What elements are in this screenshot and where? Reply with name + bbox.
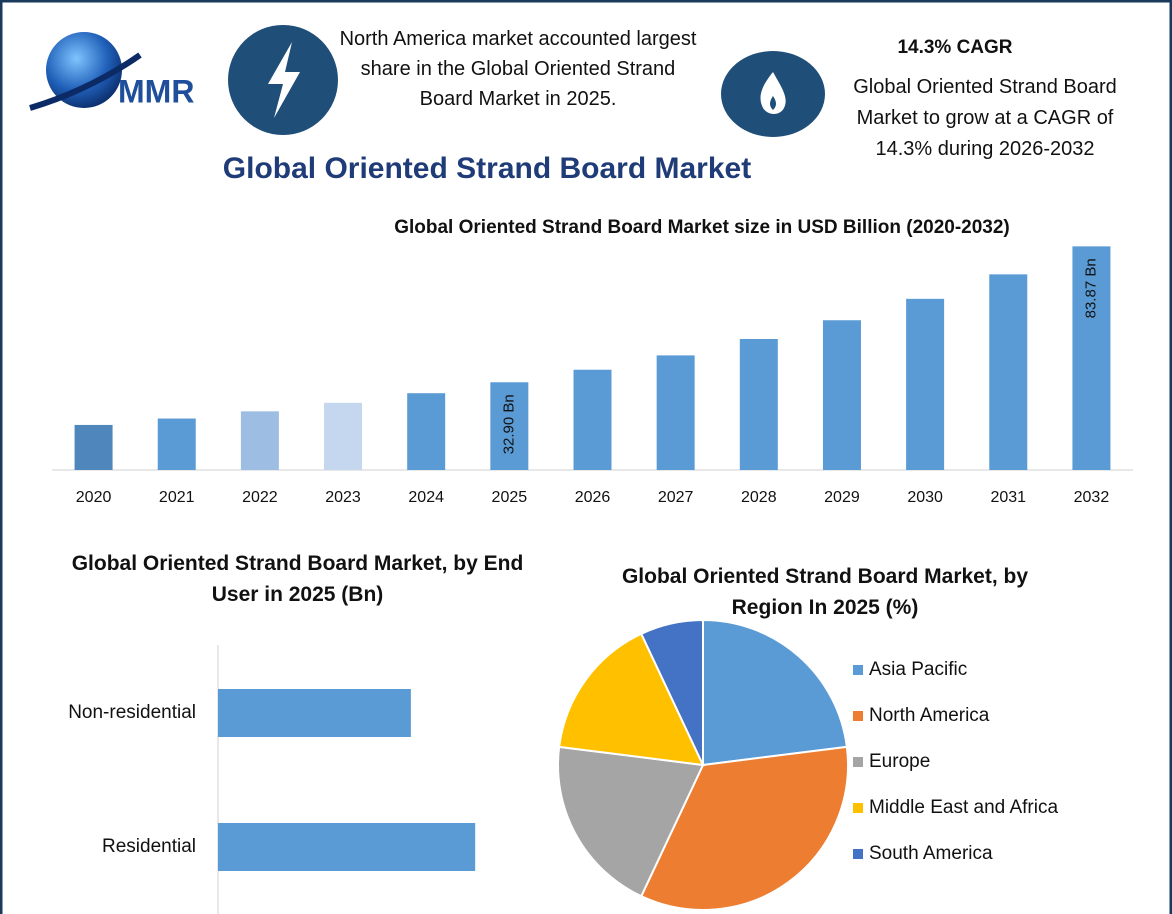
x-tick-label: 2025 bbox=[492, 489, 528, 506]
value-label: 32.90 Bn bbox=[500, 394, 517, 454]
x-tick-label: 2027 bbox=[658, 489, 694, 506]
bar bbox=[74, 424, 113, 470]
end-user-title: Global Oriented Strand Board Market, by … bbox=[71, 552, 524, 606]
x-tick-label: 2028 bbox=[741, 489, 777, 506]
pie-slice bbox=[639, 618, 704, 766]
pie-slice bbox=[557, 745, 705, 898]
legend-label: Asia Pacific bbox=[869, 659, 967, 680]
main-title: Global Oriented Strand Board Market bbox=[223, 152, 751, 185]
x-tick-label: 2020 bbox=[76, 489, 112, 506]
legend-label: Middle East and Africa bbox=[869, 797, 1058, 818]
legend-swatch bbox=[853, 757, 863, 767]
chart-title: Global Oriented Strand Board Market size… bbox=[394, 217, 1010, 238]
value-label: 83.87 Bn bbox=[1082, 258, 1099, 318]
bar bbox=[656, 355, 695, 470]
logo-swoosh bbox=[29, 52, 142, 111]
pie-slice bbox=[558, 632, 705, 767]
legend-label: South America bbox=[869, 843, 993, 864]
logo-text: MMR bbox=[118, 73, 194, 109]
bar bbox=[573, 369, 612, 470]
bar bbox=[218, 689, 411, 737]
bar bbox=[989, 274, 1028, 470]
bar bbox=[218, 823, 476, 871]
legend-label: North America bbox=[869, 705, 990, 726]
y-tick-label: Residential bbox=[102, 836, 196, 857]
x-tick-label: 2022 bbox=[242, 489, 278, 506]
x-tick-label: 2021 bbox=[159, 489, 195, 506]
share-note: North America market accounted largest s… bbox=[339, 28, 697, 110]
cagr-note: Global Oriented Strand Board Market to g… bbox=[853, 76, 1117, 160]
bar bbox=[157, 418, 196, 470]
x-tick-label: 2031 bbox=[990, 489, 1026, 506]
bar bbox=[739, 338, 778, 470]
x-tick-label: 2026 bbox=[575, 489, 611, 506]
legend-swatch bbox=[853, 665, 863, 675]
x-tick-label: 2029 bbox=[824, 489, 860, 506]
logo-globe bbox=[46, 32, 122, 108]
x-tick-label: 2023 bbox=[325, 489, 361, 506]
y-tick-label: Non-residential bbox=[68, 702, 196, 723]
x-tick-label: 2030 bbox=[907, 489, 943, 506]
x-tick-label: 2024 bbox=[408, 489, 444, 506]
bar bbox=[906, 298, 945, 470]
bar bbox=[822, 320, 861, 470]
legend-label: Europe bbox=[869, 751, 930, 772]
pie-slice bbox=[702, 618, 848, 767]
x-tick-label: 2032 bbox=[1074, 489, 1110, 506]
legend-swatch bbox=[853, 849, 863, 859]
bar bbox=[240, 411, 279, 470]
legend-swatch bbox=[853, 803, 863, 813]
bar bbox=[407, 393, 446, 470]
region-title: Global Oriented Strand Board Market, by … bbox=[621, 565, 1029, 619]
bar bbox=[490, 382, 529, 470]
bar bbox=[1072, 246, 1111, 470]
legend-swatch bbox=[853, 711, 863, 721]
bar bbox=[324, 402, 363, 470]
flame-glyph bbox=[760, 72, 786, 114]
cagr-heading: 14.3% CAGR bbox=[897, 37, 1012, 58]
bolt-glyph bbox=[268, 42, 300, 118]
